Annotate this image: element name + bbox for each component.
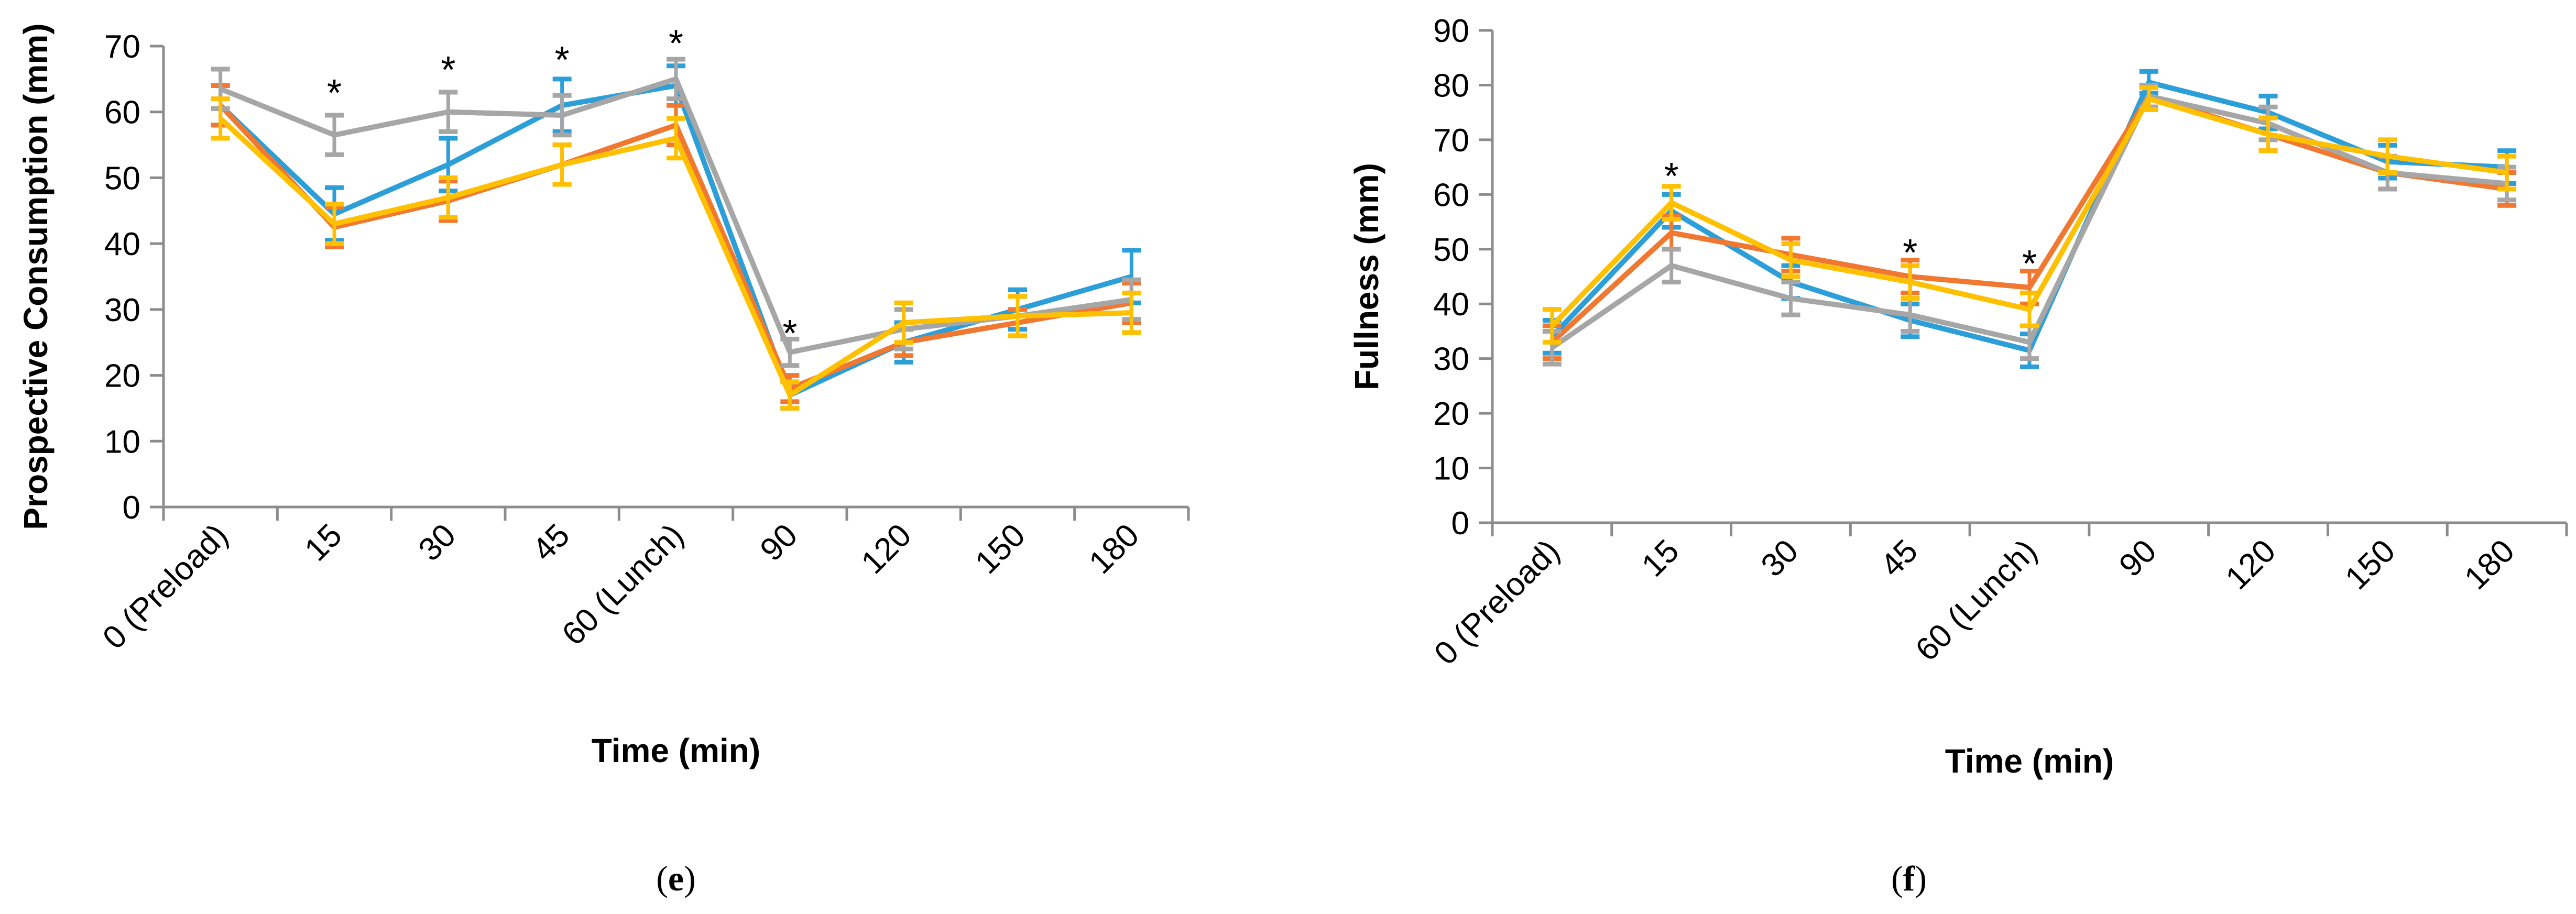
y-axis-title: Prospective Consumption (mm) xyxy=(17,23,54,530)
x-tick-label: 120 xyxy=(855,517,919,581)
panel-label-open: ( xyxy=(1891,858,1903,898)
panel-label: (e) xyxy=(656,858,696,898)
series-line xyxy=(1550,93,2507,345)
y-tick-label: 0 xyxy=(123,490,140,526)
x-axis-title: Time (min) xyxy=(1945,742,2114,780)
x-tick-label: 30 xyxy=(1754,533,1806,584)
y-tick-label: 80 xyxy=(1433,68,1469,104)
significance-marker: * xyxy=(669,23,683,65)
series-line xyxy=(219,116,1132,398)
y-tick-label: 10 xyxy=(104,424,140,460)
x-tick-label: 0 (Preload) xyxy=(1427,533,1567,672)
y-tick-label: 40 xyxy=(1433,287,1469,323)
panel-label-letter: e xyxy=(668,858,684,898)
x-tick-label: 45 xyxy=(1874,533,1925,584)
x-tick-label: 30 xyxy=(412,517,463,568)
x-tick-label: 60 (Lunch) xyxy=(555,517,691,652)
series-yellow xyxy=(1542,85,2517,345)
y-tick-label: 50 xyxy=(1433,232,1469,268)
y-tick-label: 50 xyxy=(104,160,140,196)
x-tick-label: 150 xyxy=(2338,533,2402,597)
series-yellow xyxy=(211,96,1141,411)
x-tick-label: 15 xyxy=(1635,533,1686,584)
x-tick-label: 180 xyxy=(1082,517,1146,581)
y-tick-label: 30 xyxy=(104,292,140,328)
y-tick-label: 40 xyxy=(104,226,140,262)
y-tick-label: 60 xyxy=(1433,177,1469,213)
panel-label-letter: f xyxy=(1903,858,1916,898)
panel-label-open: ( xyxy=(656,858,668,898)
significance-marker: * xyxy=(1664,156,1679,197)
y-tick-label: 30 xyxy=(1433,342,1469,378)
y-tick-label: 90 xyxy=(1433,13,1469,49)
x-tick-label: 90 xyxy=(2112,533,2164,584)
significance-marker: * xyxy=(555,39,570,81)
y-tick-label: 10 xyxy=(1433,451,1469,487)
y-axis-title: Fullness (mm) xyxy=(1348,163,1385,390)
y-tick-label: 70 xyxy=(1433,123,1469,159)
panel-label-close: ) xyxy=(1915,858,1927,898)
significance-marker: * xyxy=(441,49,455,91)
series-line xyxy=(1550,96,2507,328)
x-axis-title: Time (min) xyxy=(592,732,760,769)
significance-marker: * xyxy=(2022,243,2037,285)
x-tick-label: 150 xyxy=(968,517,1032,581)
x-tick-label: 0 (Preload) xyxy=(96,517,235,656)
y-tick-label: 0 xyxy=(1451,505,1469,542)
significance-marker: * xyxy=(782,313,797,355)
x-tick-label: 180 xyxy=(2458,533,2522,597)
x-tick-label: 60 (Lunch) xyxy=(1909,533,2044,668)
y-tick-label: 60 xyxy=(104,95,140,131)
x-tick-label: 15 xyxy=(298,517,349,568)
y-tick-label: 70 xyxy=(104,29,140,65)
panel-label-close: ) xyxy=(684,858,696,898)
panel-label: (f) xyxy=(1891,858,1927,898)
significance-marker: * xyxy=(327,72,342,114)
x-tick-label: 120 xyxy=(2219,533,2283,597)
y-tick-label: 20 xyxy=(104,358,140,394)
x-tick-label: 45 xyxy=(526,517,577,568)
series-line xyxy=(1551,93,2507,350)
x-tick-label: 90 xyxy=(754,517,805,568)
significance-marker: * xyxy=(1903,232,1917,274)
y-tick-label: 20 xyxy=(1433,396,1469,432)
